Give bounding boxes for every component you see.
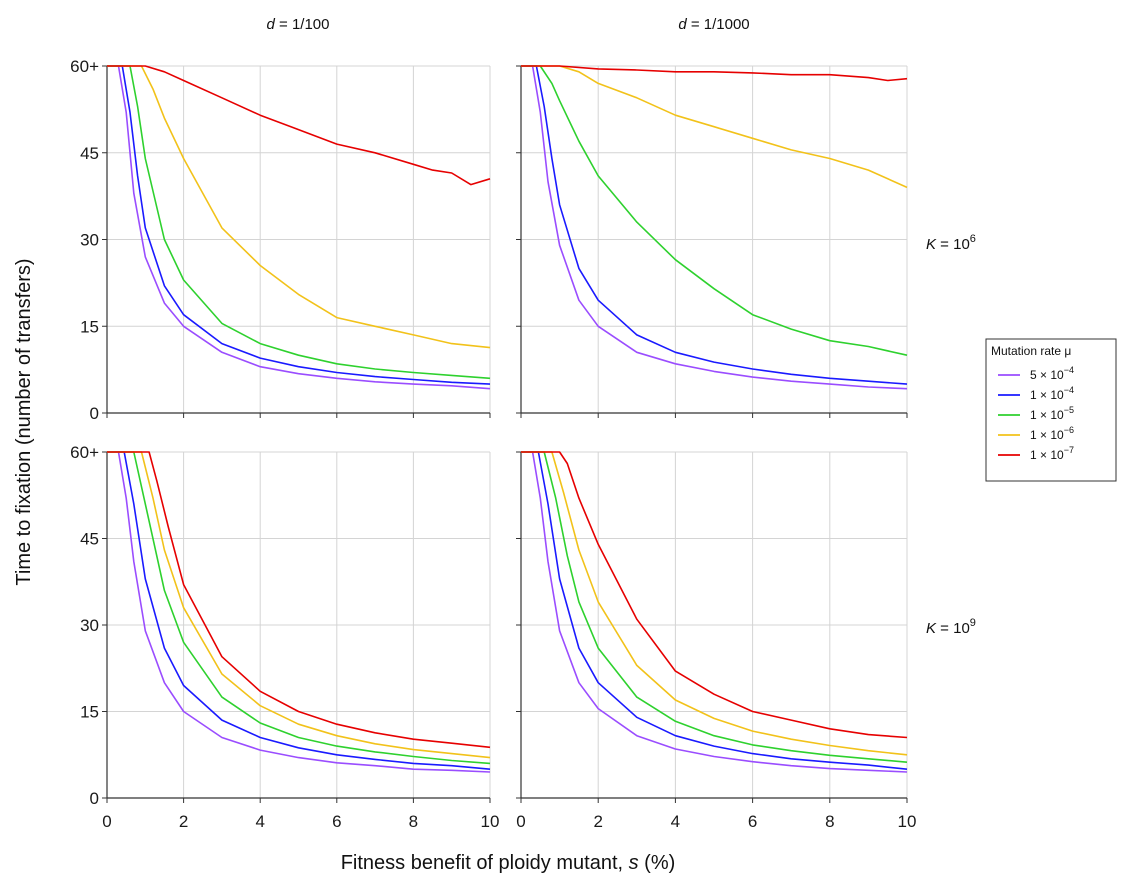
series-line-top-right-3 <box>521 65 908 189</box>
y-tick-label: 30 <box>80 616 99 635</box>
y-axis-title: Time to fixation (number of transfers) <box>13 258 35 585</box>
col-title-d-1000: d = 1/1000 <box>678 16 749 33</box>
series-line-bottom-right-2 <box>521 451 908 763</box>
y-tick-label: 15 <box>80 703 99 722</box>
x-tick-label: 8 <box>409 812 418 831</box>
legend-entry-label: 1 × 10−4 <box>1030 385 1074 402</box>
panel-bottom-right: 0 2 4 6 8 10 <box>516 451 917 831</box>
x-tick-label: 2 <box>179 812 188 831</box>
series-line-top-left-1 <box>107 65 491 385</box>
y-tick-label: 45 <box>80 144 99 163</box>
x-tick-label: 10 <box>481 812 500 831</box>
y-tick-label: 60+ <box>70 443 99 462</box>
series-line-bottom-left-2 <box>107 451 491 765</box>
y-tick-label: 60+ <box>70 57 99 76</box>
x-tick-label: 2 <box>593 812 602 831</box>
series-line-bottom-right-3 <box>521 451 908 756</box>
panel-top-right <box>516 65 908 418</box>
legend-title: Mutation rate μ <box>991 344 1071 358</box>
legend-entry-label: 1 × 10−6 <box>1030 425 1074 442</box>
panel-bottom-left: 0 15 30 45 60+ 0 2 4 6 8 10 <box>70 443 499 831</box>
row-label-k9: K = 109 <box>926 617 976 637</box>
x-tick-label: 0 <box>516 812 525 831</box>
row-label-k6: K = 106 <box>926 233 976 253</box>
y-tick-label: 0 <box>90 789 99 808</box>
x-tick-label: 6 <box>332 812 341 831</box>
series-line-top-right-0 <box>521 65 908 390</box>
legend: Mutation rate μ 5 × 10−4 1 × 10−4 1 × 10−5… <box>985 338 1117 482</box>
legend-box <box>985 338 1117 482</box>
series-line-bottom-left-0 <box>107 451 491 773</box>
x-tick-label: 6 <box>748 812 757 831</box>
series-line-bottom-right-1 <box>521 451 908 770</box>
x-axis-title: Fitness benefit of ploidy mutant, s (%) <box>341 852 676 874</box>
x-tick-label: 8 <box>825 812 834 831</box>
series-line-top-right-1 <box>521 65 908 385</box>
col-title-d-100: d = 1/100 <box>267 16 330 33</box>
y-tick-label: 30 <box>80 231 99 250</box>
series-line-top-left-3 <box>107 65 491 349</box>
y-tick-label: 0 <box>90 404 99 423</box>
x-tick-label: 4 <box>671 812 680 831</box>
legend-entry-label: 1 × 10−5 <box>1030 405 1074 422</box>
legend-entries: 5 × 10−4 1 × 10−4 1 × 10−5 1 × 10−6 1 × 10−7 <box>998 365 1074 462</box>
series-line-bottom-right-4 <box>521 451 908 739</box>
series-line-bottom-left-1 <box>107 451 491 770</box>
series-line-top-right-4 <box>521 65 908 82</box>
series-line-top-right-2 <box>521 65 908 356</box>
series-line-bottom-left-4 <box>107 451 491 749</box>
series-line-top-left-4 <box>107 65 491 186</box>
y-tick-label: 15 <box>80 317 99 336</box>
x-tick-label: 0 <box>102 812 111 831</box>
series-line-top-left-2 <box>107 65 491 380</box>
y-tick-label: 45 <box>80 530 99 549</box>
legend-entry-label: 1 × 10−7 <box>1030 445 1074 462</box>
x-tick-label: 10 <box>898 812 917 831</box>
series-line-top-left-0 <box>107 65 491 390</box>
panel-top-left: 0 15 30 45 60+ <box>70 57 491 423</box>
series-line-bottom-right-0 <box>521 451 908 773</box>
x-tick-label: 4 <box>255 812 264 831</box>
legend-entry-label: 5 × 10−4 <box>1030 365 1074 382</box>
series-line-bottom-left-3 <box>107 451 491 759</box>
